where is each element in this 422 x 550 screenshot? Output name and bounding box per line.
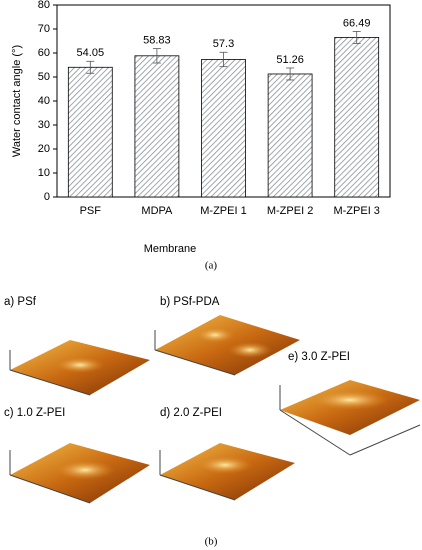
bar [67, 66, 113, 198]
x-tick-label: M-ZPEI 3 [333, 205, 379, 217]
bar [267, 73, 313, 198]
y-tick-label: 50 [38, 71, 50, 83]
panel-label: c) 1.0 Z-PEI [4, 407, 65, 419]
value-label: 58.83 [143, 35, 171, 47]
panel-label: d) 2.0 Z-PEI [160, 407, 222, 419]
y-tick-label: 10 [38, 167, 50, 179]
x-tick-label: M-ZPEI 2 [267, 205, 313, 217]
value-label: 51.26 [276, 54, 304, 66]
y-tick-label: 60 [38, 47, 50, 59]
panel-label: e) 3.0 Z-PEI [288, 351, 350, 363]
y-tick-label: 80 [38, 0, 50, 11]
value-label: 66.49 [343, 17, 371, 29]
caption: (a) [205, 260, 218, 272]
x-tick-label: M-ZPEI 1 [200, 205, 246, 217]
panel-label: b) PSf-PDA [160, 296, 220, 308]
bar [334, 37, 380, 198]
afm-images [9, 315, 421, 504]
y-tick-label: 40 [38, 95, 50, 107]
value-label: 57.3 [213, 38, 234, 50]
y-tick-label: 0 [44, 191, 50, 203]
bar [201, 59, 246, 198]
y-tick-label: 20 [38, 143, 50, 155]
panel-label: a) PSf [4, 296, 37, 308]
value-label: 54.05 [77, 47, 105, 59]
y-tick-label: 70 [38, 23, 50, 35]
y-tick-label: 30 [38, 119, 50, 131]
bar [134, 55, 180, 198]
x-tick-label: PSF [80, 205, 102, 217]
caption: (b) [205, 536, 218, 548]
x-tick-label: MDPA [141, 205, 173, 217]
x-axis-title: Membrane [144, 243, 197, 255]
y-axis-title: Water contact angle (°) [11, 45, 23, 157]
